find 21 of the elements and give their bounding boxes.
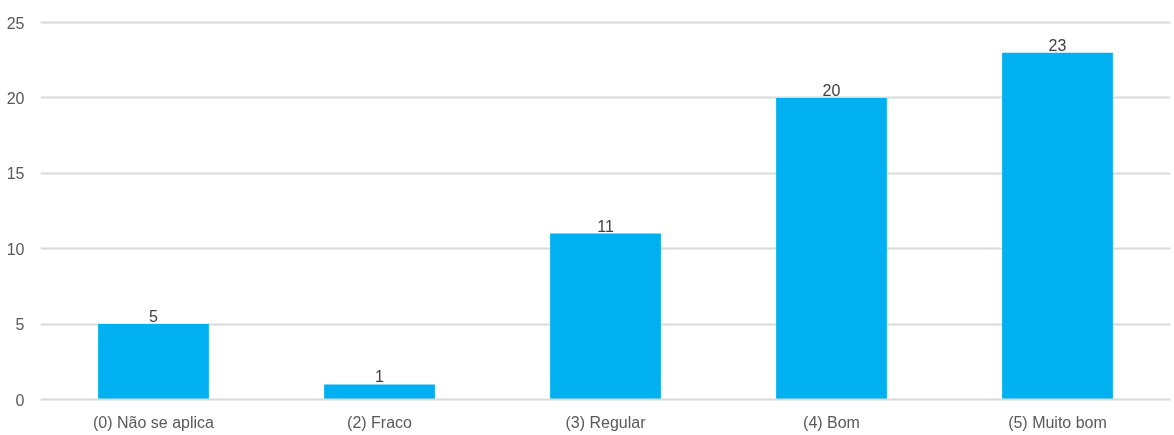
y-tick-label: 25: [6, 14, 25, 32]
bar: [1002, 52, 1113, 400]
x-tick-label: (5) Muito bom: [1008, 413, 1107, 431]
bar: [324, 384, 435, 400]
x-tick-label: (2) Fraco: [347, 413, 413, 431]
bar: [98, 324, 209, 400]
bar: [550, 233, 661, 400]
data-label: 23: [1048, 36, 1067, 54]
y-tick-label: 10: [6, 240, 25, 258]
data-label: 11: [597, 217, 614, 235]
y-tick-label: 15: [6, 165, 25, 183]
data-label: 5: [149, 308, 159, 326]
y-tick-label: 0: [15, 391, 25, 409]
data-label: 1: [375, 368, 385, 386]
data-label: 20: [822, 81, 841, 99]
x-tick-label: (4) Bom: [803, 413, 860, 431]
y-tick-label: 5: [15, 316, 25, 334]
y-tick-label: 20: [6, 89, 25, 107]
x-tick-label: (0) Não se aplica: [93, 413, 215, 431]
bar: [776, 97, 887, 400]
x-tick-label: (3) Regular: [565, 413, 647, 431]
